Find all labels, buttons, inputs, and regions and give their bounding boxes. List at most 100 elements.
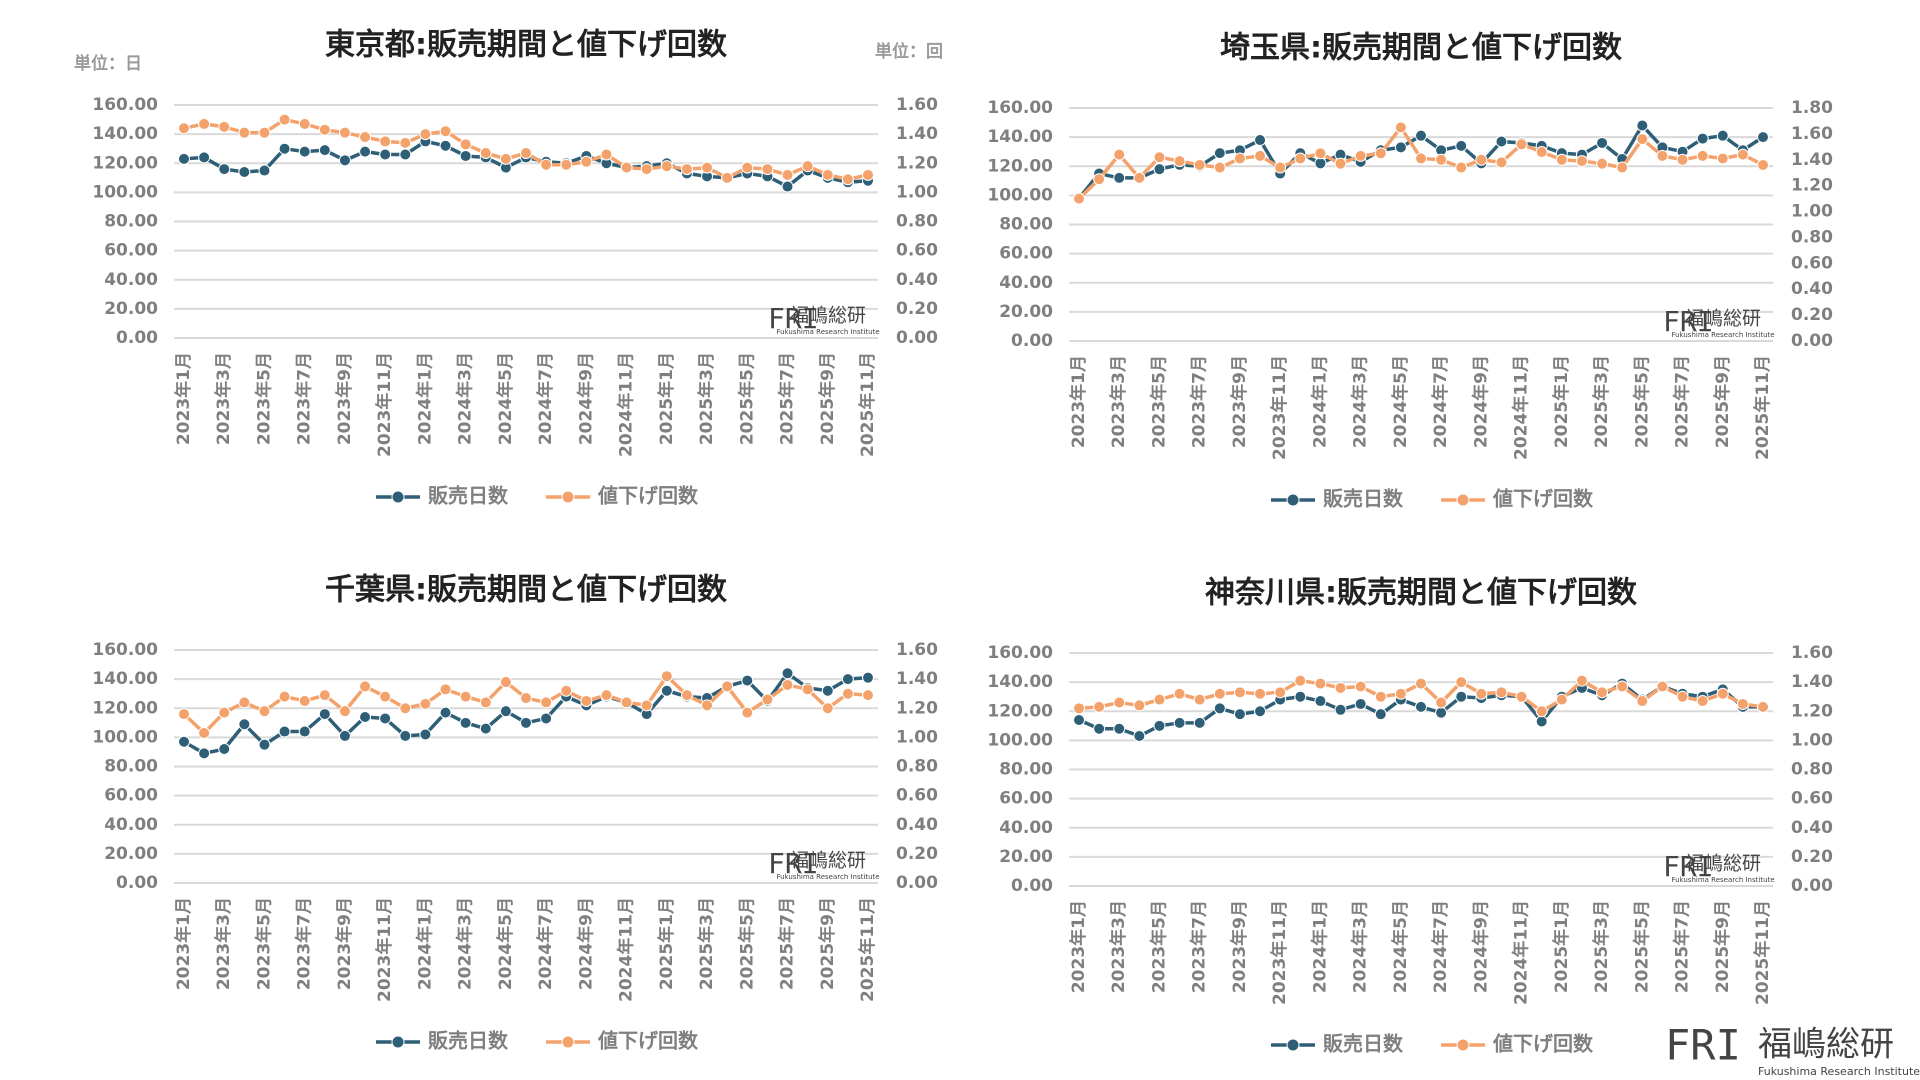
point — [258, 164, 271, 177]
point — [1716, 152, 1729, 165]
x-tick-label: 2025年7月 — [1672, 355, 1693, 448]
x-tick-label: 2023年11月 — [374, 897, 395, 1002]
point — [1073, 192, 1085, 205]
x-tick-label: 2025年1月 — [656, 352, 677, 445]
point — [1475, 153, 1488, 166]
watermark-mark: FRI — [1663, 305, 1714, 338]
legend-marker — [561, 490, 575, 504]
x-tick-label: 2025年11月 — [1752, 355, 1773, 460]
y2-tick-label: 0.80 — [1791, 227, 1833, 247]
point — [1294, 690, 1307, 703]
y-tick-label: 140.00 — [987, 672, 1053, 692]
y2-tick-label: 0.40 — [1791, 279, 1833, 299]
point — [1153, 693, 1166, 706]
point — [1394, 121, 1407, 134]
x-tick-label: 2023年3月 — [1108, 355, 1129, 448]
watermark-name: 福嶋総研 — [1685, 308, 1761, 330]
point — [499, 152, 512, 165]
legend-label: 値下げ回数 — [1492, 487, 1594, 511]
legend-marker — [391, 490, 405, 504]
brand-mark: FRI — [1665, 1021, 1741, 1070]
legend-marker — [1286, 1038, 1300, 1052]
point — [1133, 699, 1146, 712]
point — [1757, 131, 1769, 144]
point — [1455, 690, 1468, 703]
point — [1636, 133, 1649, 146]
x-tick-label: 2024年1月 — [414, 897, 435, 990]
point — [178, 708, 190, 721]
point — [1555, 153, 1568, 166]
point — [701, 161, 714, 174]
x-tick-label: 2023年5月 — [253, 352, 274, 445]
legend-marker — [1456, 1038, 1470, 1052]
x-tick-label: 2025年9月 — [1712, 355, 1733, 448]
point — [1274, 686, 1287, 699]
x-tick-label: 2023年3月 — [213, 352, 234, 445]
x-tick-label: 2023年11月 — [374, 352, 395, 457]
x-tick-label: 2024年7月 — [535, 352, 556, 445]
x-tick-label: 2025年11月 — [857, 352, 878, 457]
point — [781, 678, 794, 691]
point — [1213, 702, 1226, 715]
point — [520, 716, 532, 729]
point — [439, 683, 452, 696]
point — [359, 680, 372, 693]
point — [439, 125, 452, 138]
watermark-mark: FRI — [768, 302, 819, 335]
point — [1555, 693, 1568, 706]
point — [540, 158, 553, 171]
legend-marker — [391, 1035, 405, 1049]
x-tick-label: 2024年11月 — [1511, 900, 1532, 1005]
point — [1254, 705, 1267, 718]
point — [1656, 680, 1669, 693]
point — [1334, 703, 1347, 716]
x-tick-label: 2024年9月 — [575, 352, 596, 445]
point — [600, 148, 613, 161]
point — [359, 710, 372, 723]
chart-title: 埼玉県:販売期間と値下げ回数 — [1220, 31, 1623, 66]
point — [178, 735, 190, 748]
point — [1153, 163, 1166, 176]
point — [1213, 147, 1226, 160]
point — [761, 693, 774, 706]
point — [721, 680, 734, 693]
y2-tick-label: 1.40 — [896, 669, 938, 689]
brand-name: 福嶋総研 — [1758, 1025, 1894, 1065]
legend-label: 販売日数 — [1323, 1032, 1404, 1056]
y-tick-label: 80.00 — [999, 760, 1053, 780]
legend-marker — [1286, 493, 1300, 507]
point — [198, 727, 211, 740]
point — [1455, 161, 1468, 174]
x-tick-label: 2025年1月 — [1551, 900, 1572, 993]
y2-tick-label: 1.00 — [896, 727, 938, 747]
point — [1093, 722, 1106, 735]
point — [1435, 696, 1448, 709]
point — [701, 699, 714, 712]
x-tick-label: 2024年3月 — [1350, 355, 1371, 448]
point — [419, 128, 432, 141]
point — [821, 702, 834, 715]
point — [178, 152, 190, 165]
point — [399, 148, 412, 161]
x-tick-label: 2025年9月 — [817, 352, 838, 445]
point — [459, 138, 472, 151]
y-tick-label: 20.00 — [999, 847, 1053, 867]
x-tick-label: 2025年7月 — [777, 897, 798, 990]
point — [1575, 155, 1588, 168]
y-tick-label: 60.00 — [104, 786, 158, 806]
watermark-name: 福嶋総研 — [790, 305, 866, 327]
x-tick-label: 2023年9月 — [334, 352, 355, 445]
y2-tick-label: 0.60 — [896, 786, 938, 806]
x-tick-label: 2024年3月 — [1350, 900, 1371, 993]
point — [741, 161, 754, 174]
point — [1736, 697, 1749, 710]
y-tick-label: 20.00 — [999, 302, 1053, 322]
point — [379, 148, 392, 161]
point — [178, 122, 190, 135]
point — [1535, 146, 1548, 159]
point — [1073, 713, 1085, 726]
point — [439, 706, 452, 719]
y-tick-label: 100.00 — [987, 185, 1053, 205]
x-tick-label: 2024年11月 — [616, 352, 637, 457]
y2-tick-label: 1.60 — [896, 640, 938, 660]
